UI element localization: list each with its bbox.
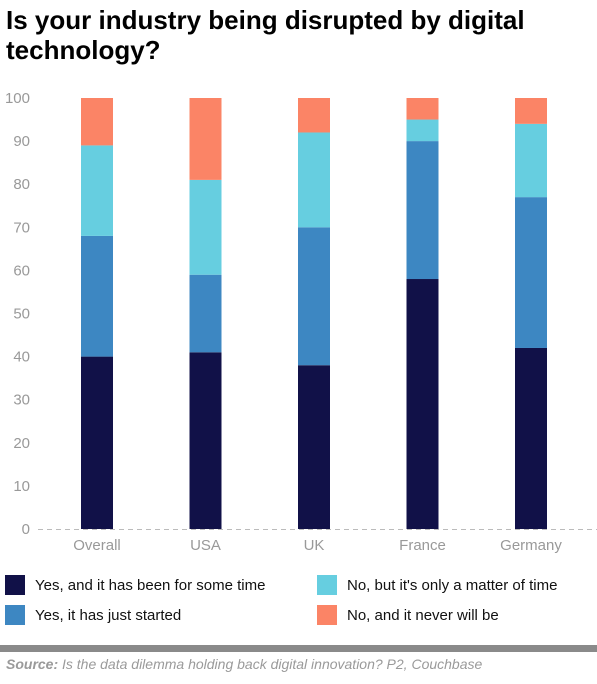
legend-swatch-no-matter-of-time [317, 575, 337, 595]
source-label: Source: [6, 656, 59, 672]
y-tick-label: 40 [13, 349, 30, 366]
legend-item-no-never: No, and it never will be [317, 602, 499, 628]
y-tick-label: 20 [13, 435, 30, 452]
chart-title: Is your industry being disrupted by digi… [6, 5, 525, 65]
bar-segment [81, 98, 113, 146]
bar-segment [515, 98, 547, 124]
x-category-label: France [399, 537, 446, 554]
y-tick-label: 50 [13, 306, 30, 323]
bar-segment [189, 98, 222, 180]
bar-segment [298, 227, 330, 366]
y-tick-label: 90 [13, 133, 30, 150]
bar-segment [406, 279, 439, 529]
x-category-label: UK [304, 537, 325, 554]
legend-item-no-matter-of-time: No, but it's only a matter of time [317, 572, 557, 598]
legend-label-yes-just-started: Yes, it has just started [35, 606, 182, 624]
bar-segment [298, 132, 330, 228]
bar-segment [298, 365, 330, 529]
legend-label-yes-some-time: Yes, and it has been for some time [35, 576, 266, 594]
y-tick-label: 30 [13, 392, 30, 409]
bar-segment [81, 235, 113, 357]
y-tick-label: 70 [13, 219, 30, 236]
footer-divider [0, 645, 597, 652]
y-tick-label: 10 [13, 478, 30, 495]
bar-segment [406, 141, 439, 280]
bar-segment [406, 119, 439, 142]
bar-segment [515, 347, 547, 529]
legend-item-yes-just-started: Yes, it has just started [5, 602, 181, 628]
y-tick-label: 100 [5, 90, 30, 107]
source-text: Is the data dilemma holding back digital… [58, 656, 483, 672]
x-axis-labels: Overall USA UK France Germany [73, 537, 562, 554]
bar-segment [189, 274, 222, 353]
legend-label-no-matter-of-time: No, but it's only a matter of time [347, 576, 558, 594]
x-category-label: USA [190, 537, 221, 554]
legend-swatch-no-never [317, 605, 337, 625]
bar-stacks [81, 98, 547, 529]
legend-label-no-never: No, and it never will be [347, 606, 499, 624]
bar-segment [298, 98, 330, 133]
x-category-label: Germany [500, 537, 562, 554]
y-tick-label: 80 [13, 176, 30, 193]
bar-segment [81, 356, 113, 529]
legend-item-yes-some-time: Yes, and it has been for some time [5, 572, 265, 598]
bar-segment [81, 145, 113, 236]
bar-segment [515, 123, 547, 198]
y-tick-label: 60 [13, 262, 30, 279]
bar-segment [189, 352, 222, 529]
bar-segment [515, 197, 547, 348]
stacked-bar-chart: 0 10 20 30 40 50 60 70 80 90 100 Overall USA UK Franc… [5, 90, 597, 554]
legend: Yes, and it has been for some time No, b… [5, 570, 595, 632]
bar-segment [406, 98, 439, 120]
source-note: Source: Is the data dilemma holding back… [6, 656, 482, 672]
x-category-label: Overall [73, 537, 121, 554]
legend-swatch-yes-just-started [5, 605, 25, 625]
y-axis-ticks: 0 10 20 30 40 50 60 70 80 90 100 [5, 90, 30, 538]
legend-swatch-yes-some-time [5, 575, 25, 595]
bar-segment [189, 179, 222, 275]
y-tick-label: 0 [22, 521, 30, 538]
